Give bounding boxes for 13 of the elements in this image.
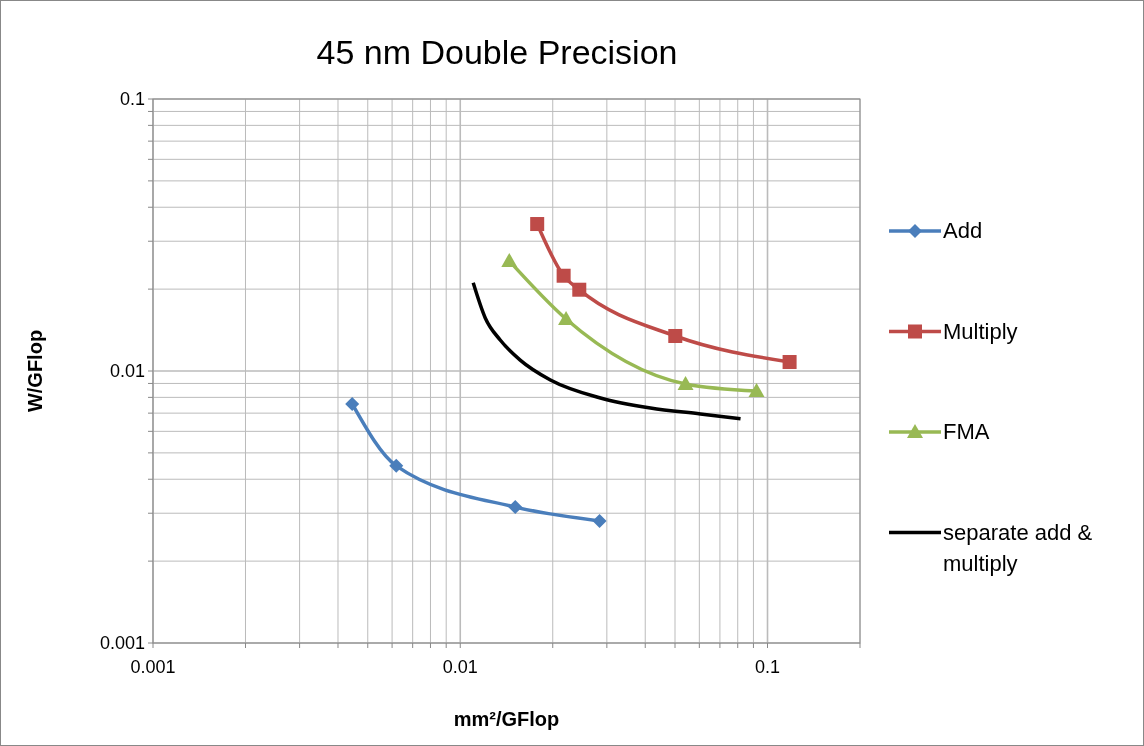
chart-title: 45 nm Double Precision: [316, 33, 678, 71]
x-tick-label: 0.001: [130, 657, 176, 677]
y-tick-label: 0.01: [109, 361, 145, 381]
x-tick-label: 0.1: [754, 657, 781, 677]
x-axis-title: mm²/GFlop: [453, 708, 560, 730]
legend-label: Multiply: [943, 318, 1018, 344]
legend-label: Add: [943, 218, 983, 243]
y-tick-label: 0.001: [99, 633, 145, 653]
legend-label: separate add & multiply: [943, 519, 1093, 576]
legend-label: FMA: [943, 419, 990, 444]
y-tick-label: 0.1: [119, 89, 145, 109]
x-tick-label: 0.01: [442, 657, 478, 677]
y-axis-title: W/GFlop: [24, 329, 46, 413]
